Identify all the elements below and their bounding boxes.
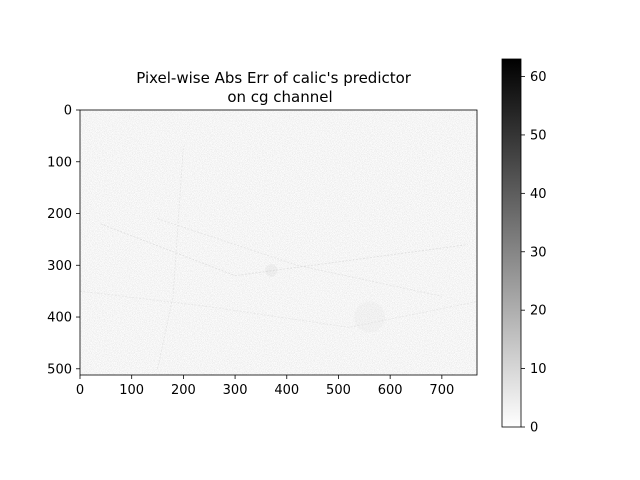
colorbar-tick-label: 40	[530, 187, 547, 202]
colorbar-tick-label: 60	[530, 70, 547, 85]
error-edge-trace	[100, 223, 468, 277]
y-tick-label: 500	[47, 362, 72, 377]
x-tick-label: 400	[274, 383, 299, 398]
error-blob	[265, 264, 278, 277]
x-tick-label: 700	[429, 383, 454, 398]
y-tick-label: 300	[47, 259, 72, 274]
y-tick-label: 200	[47, 207, 72, 222]
x-tick-label: 100	[119, 383, 144, 398]
y-axis: 0 100 200 300 400 500	[47, 104, 80, 377]
colorbar-tick-label: 0	[530, 421, 538, 436]
chart-title: Pixel-wise Abs Err of calic's predictor …	[136, 69, 416, 106]
colorbar-frame	[501, 58, 522, 428]
plot-frame	[79, 109, 478, 376]
x-tick-label: 200	[171, 383, 196, 398]
colorbar-axis: 0 10 20 30 40 50 60	[521, 70, 547, 436]
colorbar-tick-label: 20	[530, 304, 547, 319]
x-tick-label: 500	[326, 383, 351, 398]
y-tick-label: 0	[64, 104, 72, 119]
error-blob	[353, 301, 385, 333]
x-tick-label: 600	[378, 383, 403, 398]
error-edge-trace	[79, 290, 478, 328]
colorbar-tick-label: 10	[530, 362, 547, 377]
y-tick-label: 400	[47, 311, 72, 326]
colorbar-tick-label: 50	[530, 128, 547, 143]
error-edge-trace	[157, 146, 184, 369]
error-edge-trace	[157, 218, 442, 297]
colorbar-gradient	[502, 59, 521, 427]
chart-title-line-2: on cg channel	[227, 88, 332, 106]
chart-title-line-1: Pixel-wise Abs Err of calic's predictor	[136, 69, 412, 87]
x-tick-label: 0	[76, 383, 84, 398]
colorbar-tick-label: 30	[530, 245, 547, 260]
x-tick-label: 300	[223, 383, 248, 398]
heatmap-image	[79, 110, 478, 375]
x-axis: 0 100 200 300 400 500 600 700	[76, 375, 454, 398]
y-tick-label: 100	[47, 155, 72, 170]
